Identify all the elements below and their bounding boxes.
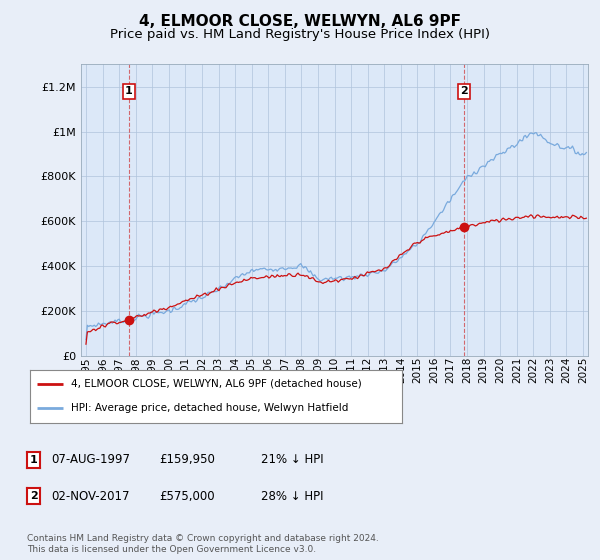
Text: 4, ELMOOR CLOSE, WELWYN, AL6 9PF: 4, ELMOOR CLOSE, WELWYN, AL6 9PF: [139, 14, 461, 29]
Text: 4, ELMOOR CLOSE, WELWYN, AL6 9PF (detached house): 4, ELMOOR CLOSE, WELWYN, AL6 9PF (detach…: [71, 379, 362, 389]
Text: 2: 2: [461, 86, 468, 96]
Text: 2: 2: [30, 491, 37, 501]
Text: Price paid vs. HM Land Registry's House Price Index (HPI): Price paid vs. HM Land Registry's House …: [110, 28, 490, 41]
Text: 1: 1: [30, 455, 37, 465]
Text: 07-AUG-1997: 07-AUG-1997: [51, 453, 130, 466]
Text: 02-NOV-2017: 02-NOV-2017: [51, 489, 130, 503]
Text: HPI: Average price, detached house, Welwyn Hatfield: HPI: Average price, detached house, Welw…: [71, 403, 348, 413]
Text: 21% ↓ HPI: 21% ↓ HPI: [261, 453, 323, 466]
Text: Contains HM Land Registry data © Crown copyright and database right 2024.
This d: Contains HM Land Registry data © Crown c…: [27, 534, 379, 554]
Text: 1: 1: [125, 86, 133, 96]
Text: £575,000: £575,000: [159, 489, 215, 503]
Text: £159,950: £159,950: [159, 453, 215, 466]
Text: 28% ↓ HPI: 28% ↓ HPI: [261, 489, 323, 503]
